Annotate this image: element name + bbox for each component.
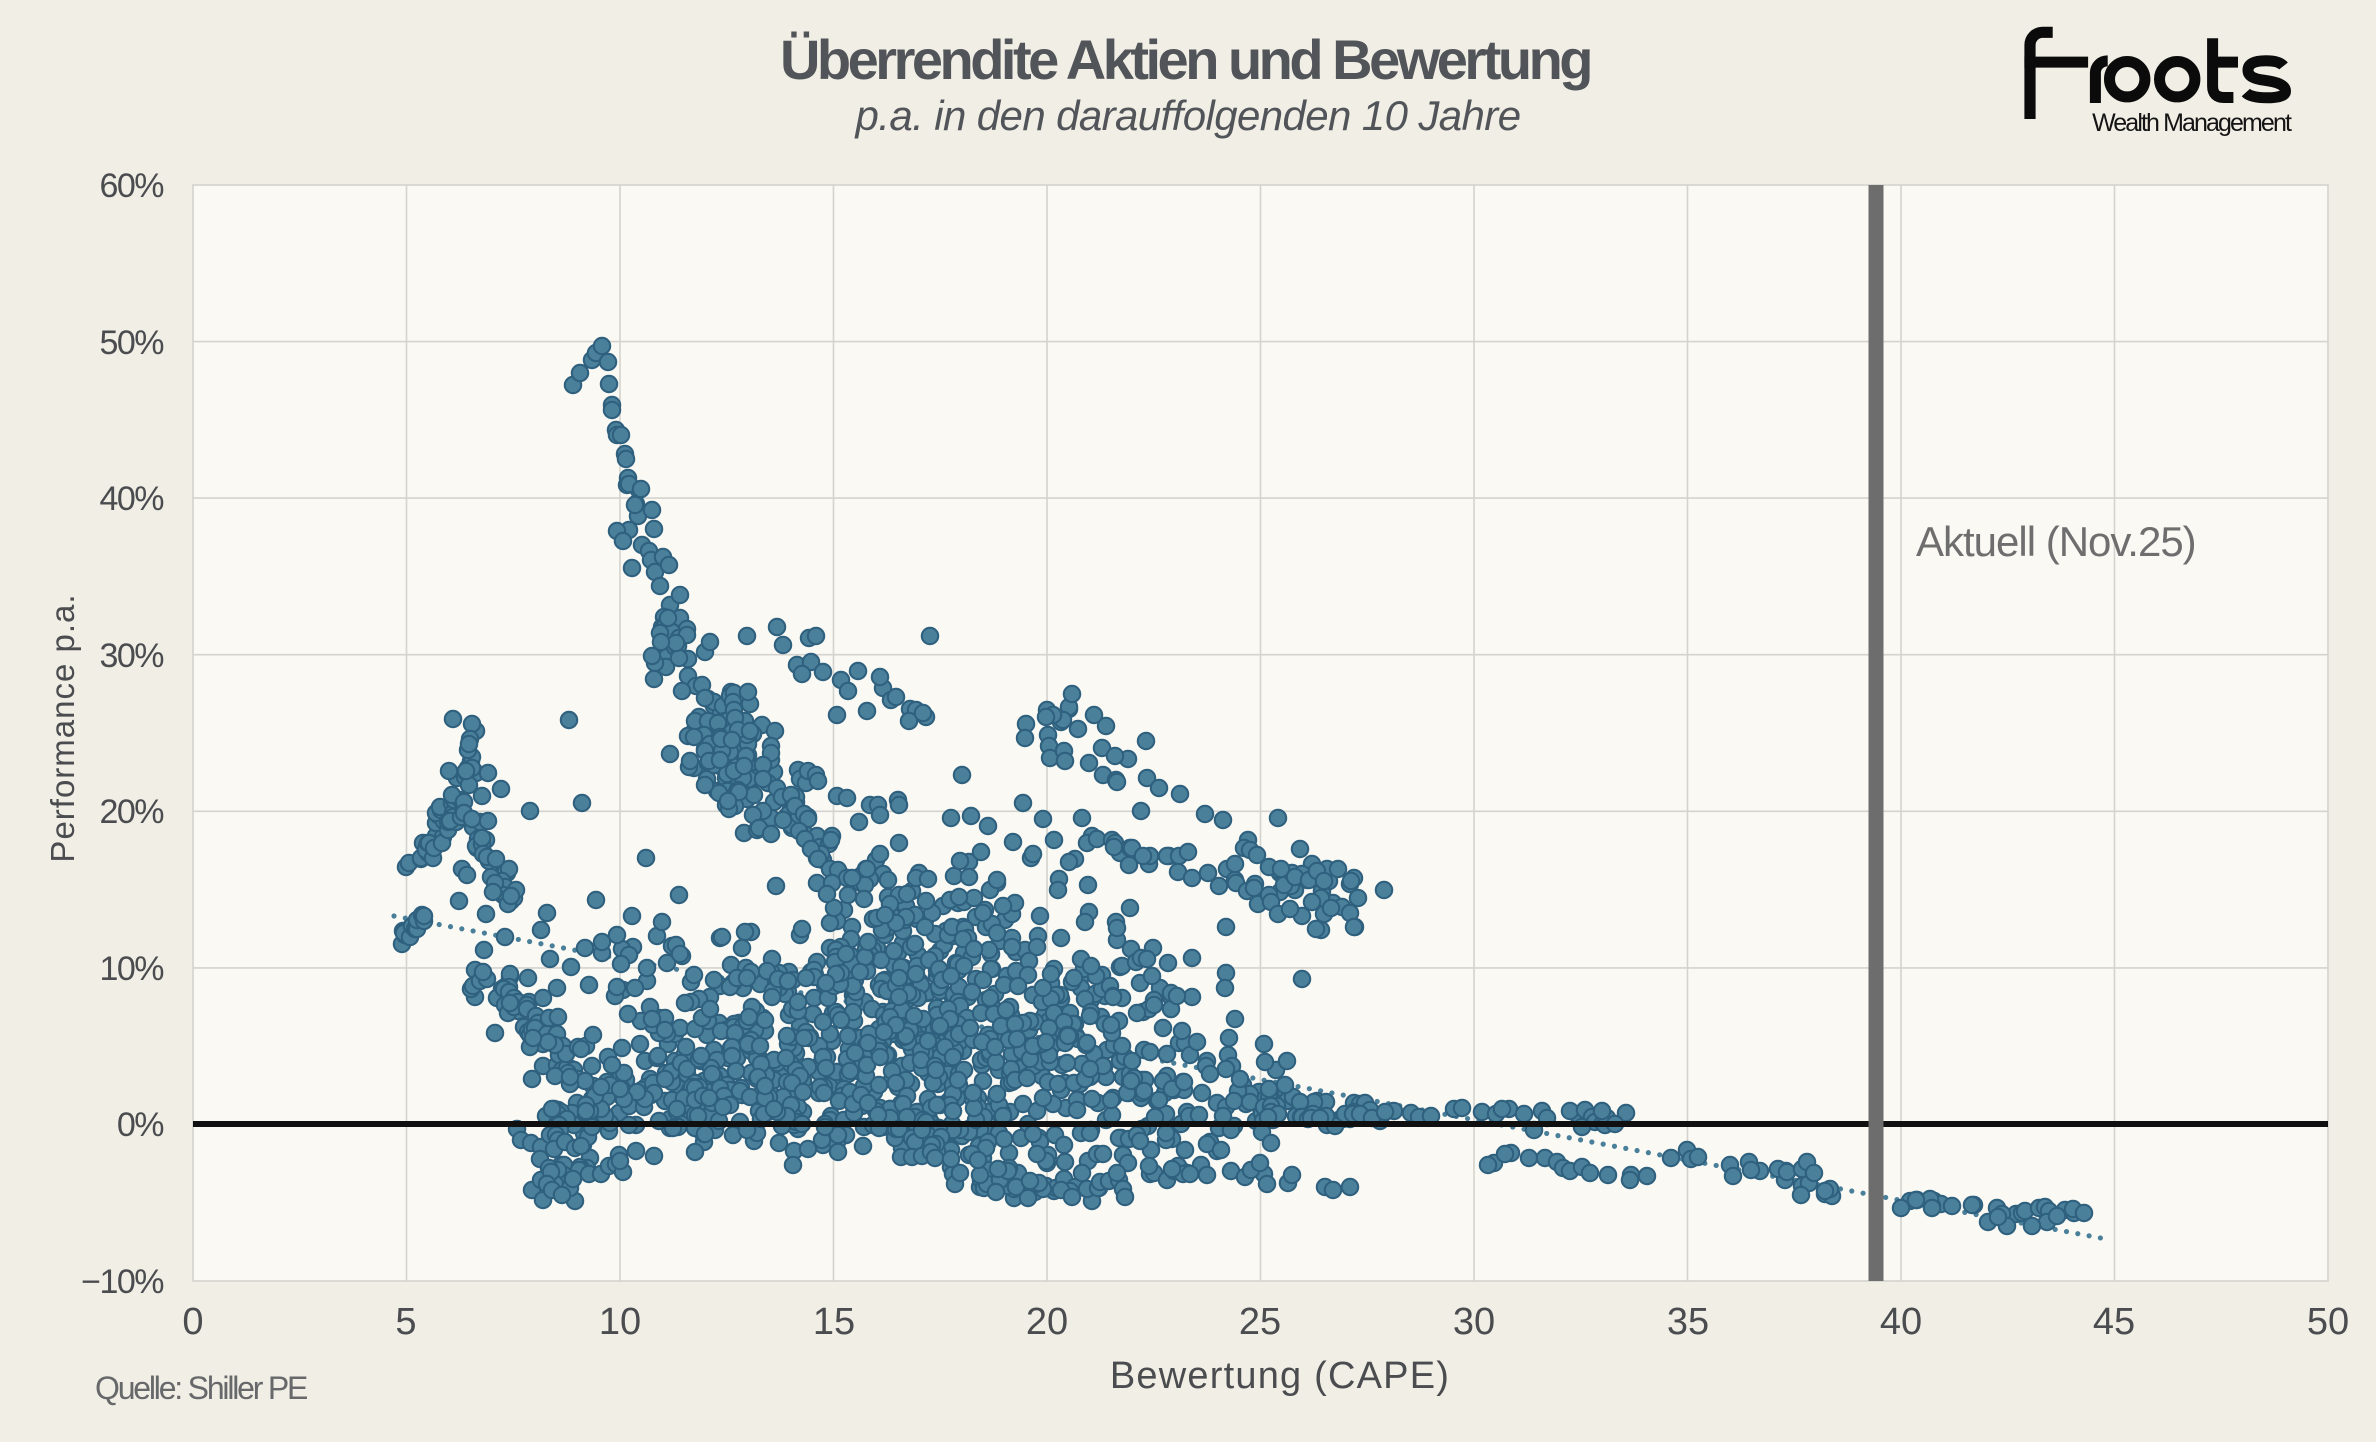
svg-text:Bewertung (CAPE): Bewertung (CAPE) xyxy=(1110,1355,1450,1397)
svg-text:30%: 30% xyxy=(99,637,164,675)
svg-text:Aktuell (Nov.25): Aktuell (Nov.25) xyxy=(1916,518,2196,565)
svg-text:50: 50 xyxy=(2307,1301,2349,1343)
svg-text:30: 30 xyxy=(1453,1301,1495,1343)
svg-text:50%: 50% xyxy=(99,324,164,362)
svg-text:Performance p.a.: Performance p.a. xyxy=(44,593,81,862)
svg-text:20: 20 xyxy=(1026,1301,1068,1343)
svg-text:60%: 60% xyxy=(99,167,164,205)
svg-text:0: 0 xyxy=(182,1301,203,1343)
svg-text:−10%: −10% xyxy=(81,1263,164,1301)
svg-text:Quelle: Shiller PE: Quelle: Shiller PE xyxy=(95,1370,307,1406)
svg-text:p.a. in den darauffolgenden 10: p.a. in den darauffolgenden 10 Jahre xyxy=(854,92,1521,139)
svg-text:10: 10 xyxy=(599,1301,641,1343)
svg-text:40: 40 xyxy=(1880,1301,1922,1343)
svg-text:5: 5 xyxy=(395,1301,416,1343)
svg-text:Wealth Management: Wealth Management xyxy=(2092,109,2292,137)
svg-text:15: 15 xyxy=(813,1301,855,1343)
svg-text:Überrendite Aktien und Bewertu: Überrendite Aktien und Bewertung xyxy=(780,28,1590,91)
svg-text:25: 25 xyxy=(1239,1301,1281,1343)
svg-text:45: 45 xyxy=(2093,1301,2135,1343)
svg-text:0%: 0% xyxy=(117,1106,164,1144)
svg-text:40%: 40% xyxy=(99,480,164,518)
svg-text:35: 35 xyxy=(1667,1301,1709,1343)
svg-text:20%: 20% xyxy=(99,793,164,831)
svg-text:10%: 10% xyxy=(99,950,164,988)
